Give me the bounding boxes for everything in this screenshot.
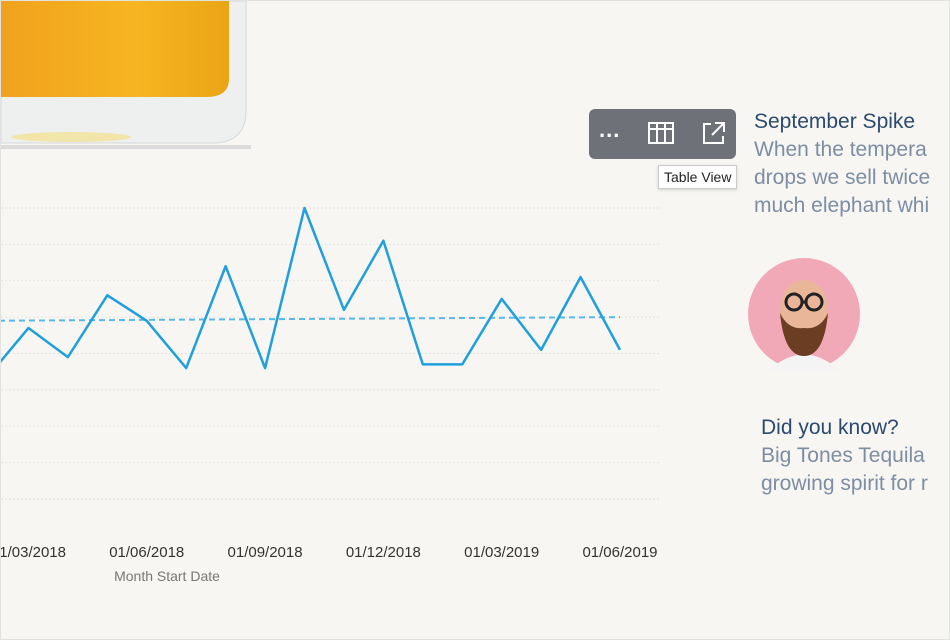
story-text: much elephant whi: [754, 194, 930, 217]
open-button[interactable]: [701, 120, 727, 146]
x-tick-label: 01/06/2019: [582, 544, 657, 561]
fact-panel: Did you know? Big Tones Tequila growing …: [761, 414, 928, 498]
story-panel: September Spike When the tempera drops w…: [754, 108, 930, 220]
more-button[interactable]: ...: [599, 117, 621, 142]
fact-text: growing spirit for r: [761, 472, 928, 495]
story-title: September Spike: [754, 110, 916, 133]
story-text: drops we sell twice: [754, 166, 931, 189]
story-text: When the tempera: [754, 138, 927, 161]
x-tick-label: 01/12/2018: [346, 544, 421, 561]
toolbar: ...: [589, 109, 736, 159]
x-tick-label: 01/03/2019: [464, 544, 539, 561]
fact-title: Did you know?: [761, 416, 899, 439]
table-view-button[interactable]: [647, 121, 675, 145]
x-tick-label: 01/03/2018: [1, 544, 66, 561]
x-tick-label: 01/09/2018: [228, 544, 303, 561]
tooltip: Table View: [658, 165, 738, 189]
glass-image: [1, 1, 251, 149]
data-line: [1, 206, 622, 370]
x-axis-title: Month Start Date: [114, 568, 220, 584]
avatar: [748, 258, 860, 371]
fact-text: Big Tones Tequila: [761, 444, 925, 467]
x-tick-label: 01/06/2018: [109, 544, 184, 561]
